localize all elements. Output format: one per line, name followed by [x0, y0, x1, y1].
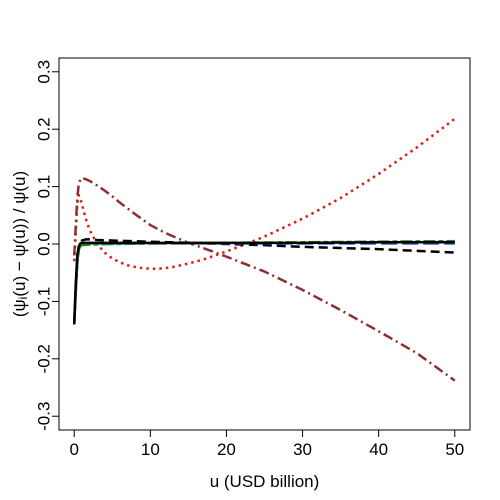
x-tick-label: 30 — [293, 440, 312, 459]
x-tick-label: 10 — [141, 440, 160, 459]
series-line-2 — [72, 176, 456, 382]
series-line-6 — [72, 241, 455, 325]
y-tick-label: 0.2 — [35, 117, 54, 141]
y-axis-title-part-1: (ψ — [10, 299, 29, 317]
y-axis: -0.3 -0.2 -0.1 0.0 0.1 0.2 0.3 — [35, 60, 59, 431]
y-tick-label: 0.3 — [35, 60, 54, 84]
x-tick-label: 0 — [69, 440, 78, 459]
y-axis-title: (ψi(u) − ψ(u)) / ψ(u) — [10, 171, 31, 317]
y-tick-label: -0.2 — [35, 344, 54, 373]
y-tick-label: 0.1 — [35, 175, 54, 199]
x-axis: 0 10 20 30 40 50 — [69, 430, 464, 459]
series-line-1 — [72, 117, 456, 270]
x-axis-title: u (USD billion) — [210, 472, 320, 491]
y-axis-title-part-2: (u) − ψ(u)) / ψ(u) — [10, 171, 29, 297]
y-tick-label: -0.3 — [35, 402, 54, 431]
series-layer — [72, 117, 456, 382]
x-tick-label: 20 — [217, 440, 236, 459]
x-tick-label: 50 — [445, 440, 464, 459]
x-tick-label: 40 — [369, 440, 388, 459]
y-axis-title-subscript: i — [16, 297, 30, 300]
y-tick-label: -0.1 — [35, 287, 54, 316]
y-tick-label: 0.0 — [35, 232, 54, 256]
